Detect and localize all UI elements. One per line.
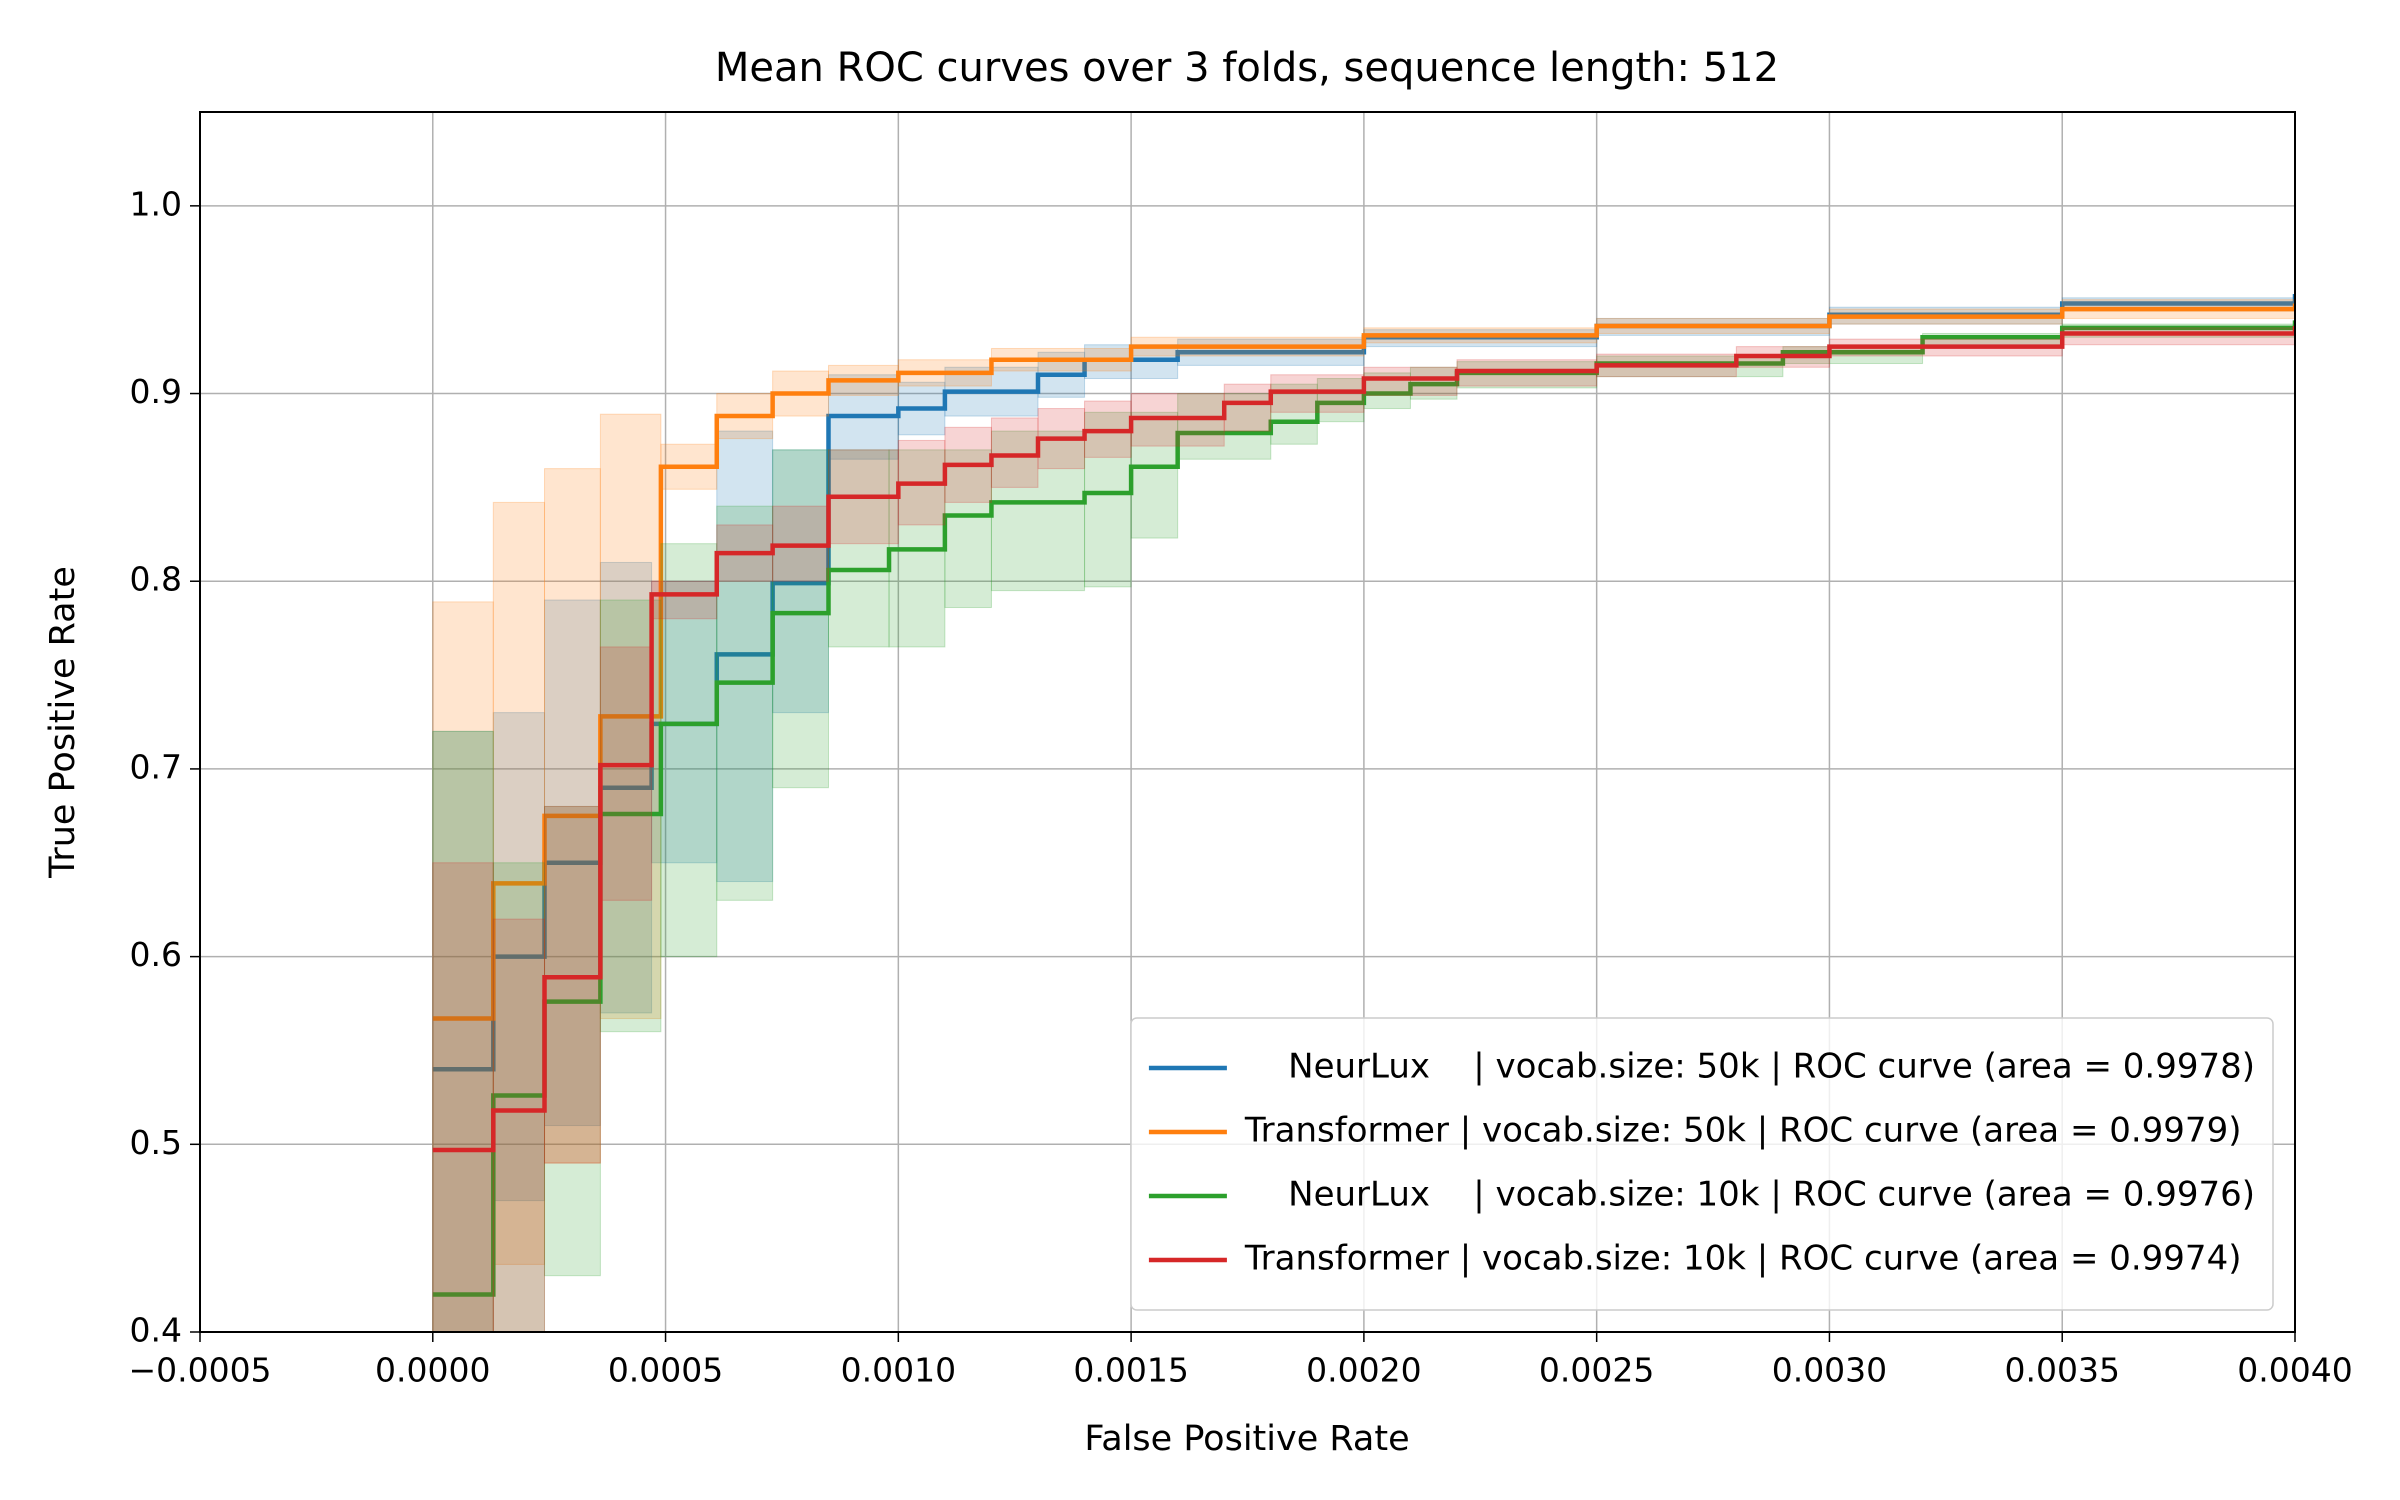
x-tick-label: 0.0015 xyxy=(1073,1351,1188,1390)
plot-area xyxy=(432,294,2295,1332)
confidence-band xyxy=(544,805,601,1277)
x-tick-label: 0.0005 xyxy=(608,1351,723,1390)
y-tick-label: 0.7 xyxy=(130,747,182,786)
confidence-band xyxy=(1316,378,1365,423)
x-tick-label: 0.0010 xyxy=(841,1351,956,1390)
y-tick-label: 0.8 xyxy=(130,560,182,599)
x-axis-label: False Positive Rate xyxy=(1084,1419,1409,1459)
axes-frame xyxy=(199,111,2296,1333)
legend: NeurLux | vocab.size: 50k | ROC curve (a… xyxy=(1130,1017,2274,1311)
confidence-band xyxy=(544,805,601,1164)
confidence-band xyxy=(716,505,774,901)
y-tick-label: 0.5 xyxy=(130,1123,182,1162)
x-tick-label: 0.0000 xyxy=(375,1351,490,1390)
y-axis-label: True Positive Rate xyxy=(43,566,83,879)
y-tick-label: 0.4 xyxy=(130,1311,182,1350)
confidence-band xyxy=(1223,383,1272,432)
confidence-band xyxy=(432,862,494,1332)
confidence-band xyxy=(2061,327,2295,346)
y-tick-label: 0.9 xyxy=(130,372,182,411)
x-tick-label: 0.0025 xyxy=(1539,1351,1654,1390)
confidence-band xyxy=(1363,366,1458,396)
confidence-band xyxy=(990,417,1039,488)
confidence-band xyxy=(1270,383,1318,445)
confidence-band xyxy=(1084,411,1132,588)
x-tick-label: 0.0020 xyxy=(1306,1351,1421,1390)
legend-label: NeurLux | vocab.size: 10k | ROC curve (a… xyxy=(1245,1175,2255,1215)
legend-label: Transformer | vocab.size: 50k | ROC curv… xyxy=(1244,1111,2242,1151)
y-tick-label: 0.6 xyxy=(130,935,182,974)
confidence-band xyxy=(432,601,494,1332)
roc-line xyxy=(432,325,2295,1153)
y-tick-label: 1.0 xyxy=(130,184,182,223)
x-tick-label: 0.0035 xyxy=(2004,1351,2119,1390)
chart-title: Mean ROC curves over 3 folds, sequence l… xyxy=(715,45,1779,91)
confidence-band xyxy=(660,543,718,958)
confidence-band xyxy=(599,646,653,901)
confidence-band xyxy=(1130,411,1179,539)
x-tick-label: 0.0040 xyxy=(2237,1351,2352,1390)
x-tick-label: −0.0005 xyxy=(128,1351,271,1390)
confidence-band xyxy=(828,449,890,648)
legend-box xyxy=(1130,1017,2274,1311)
x-tick-label: 0.0030 xyxy=(1772,1351,1887,1390)
confidence-band xyxy=(944,449,992,609)
confidence-band xyxy=(492,918,546,1332)
confidence-band xyxy=(772,449,830,789)
legend-label: NeurLux | vocab.size: 50k | ROC curve (a… xyxy=(1245,1047,2255,1087)
confidence-band xyxy=(651,580,718,620)
legend-label: Transformer | vocab.size: 10k | ROC curv… xyxy=(1244,1239,2242,1279)
ticks: −0.0005 0.0000 0.0005 0.0010 0.0015 0.0020 0.0… xyxy=(128,184,2352,1389)
